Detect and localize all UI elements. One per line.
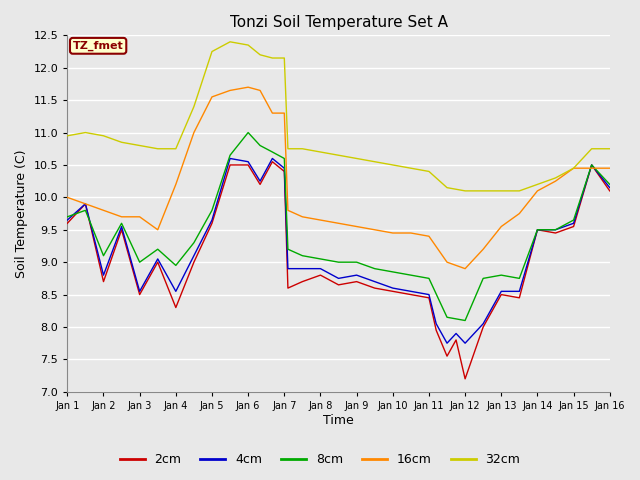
- X-axis label: Time: Time: [323, 414, 354, 427]
- Text: TZ_fmet: TZ_fmet: [73, 41, 124, 51]
- Title: Tonzi Soil Temperature Set A: Tonzi Soil Temperature Set A: [230, 15, 447, 30]
- Y-axis label: Soil Temperature (C): Soil Temperature (C): [15, 149, 28, 278]
- Legend: 2cm, 4cm, 8cm, 16cm, 32cm: 2cm, 4cm, 8cm, 16cm, 32cm: [115, 448, 525, 471]
